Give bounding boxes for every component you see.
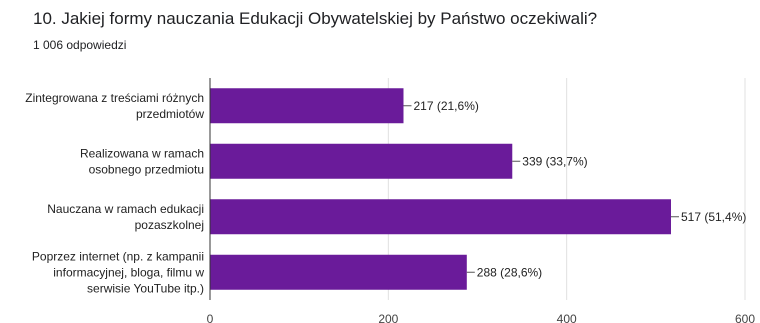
chart-bars	[210, 88, 671, 290]
data-label: 217 (21,6%)	[413, 99, 478, 113]
question-title: 10. Jakiej formy nauczania Edukacji Obyw…	[33, 9, 598, 28]
bar	[210, 199, 671, 235]
data-label: 339 (33,7%)	[522, 154, 587, 168]
bar	[210, 143, 513, 179]
data-label: 288 (28,6%)	[477, 265, 542, 279]
x-axis-ticks: 0 200 400 600	[207, 312, 756, 323]
category-label: Zintegrowana z treściami różnych przedmio…	[25, 91, 204, 121]
category-labels: Zintegrowana z treściami różnych przedmio…	[25, 91, 204, 296]
category-label: Poprzez internet (np. z kampanii informac…	[32, 249, 204, 295]
x-tick-label: 400	[557, 312, 577, 323]
x-tick-label: 0	[207, 312, 214, 323]
data-label: 517 (51,4%)	[681, 210, 746, 224]
x-tick-label: 600	[735, 312, 755, 323]
x-tick-label: 200	[378, 312, 398, 323]
data-labels: 217 (21,6%) 339 (33,7%) 517 (51,4%) 288 (28…	[403, 99, 746, 279]
bar	[210, 254, 467, 290]
response-count: 1 006 odpowiedzi	[33, 38, 127, 52]
category-label: Realizowana w ramach osobnego przedmiotu	[80, 146, 204, 176]
bar	[210, 88, 404, 124]
category-label: Nauczana w ramach edukacji pozaszkolnej	[47, 202, 204, 232]
